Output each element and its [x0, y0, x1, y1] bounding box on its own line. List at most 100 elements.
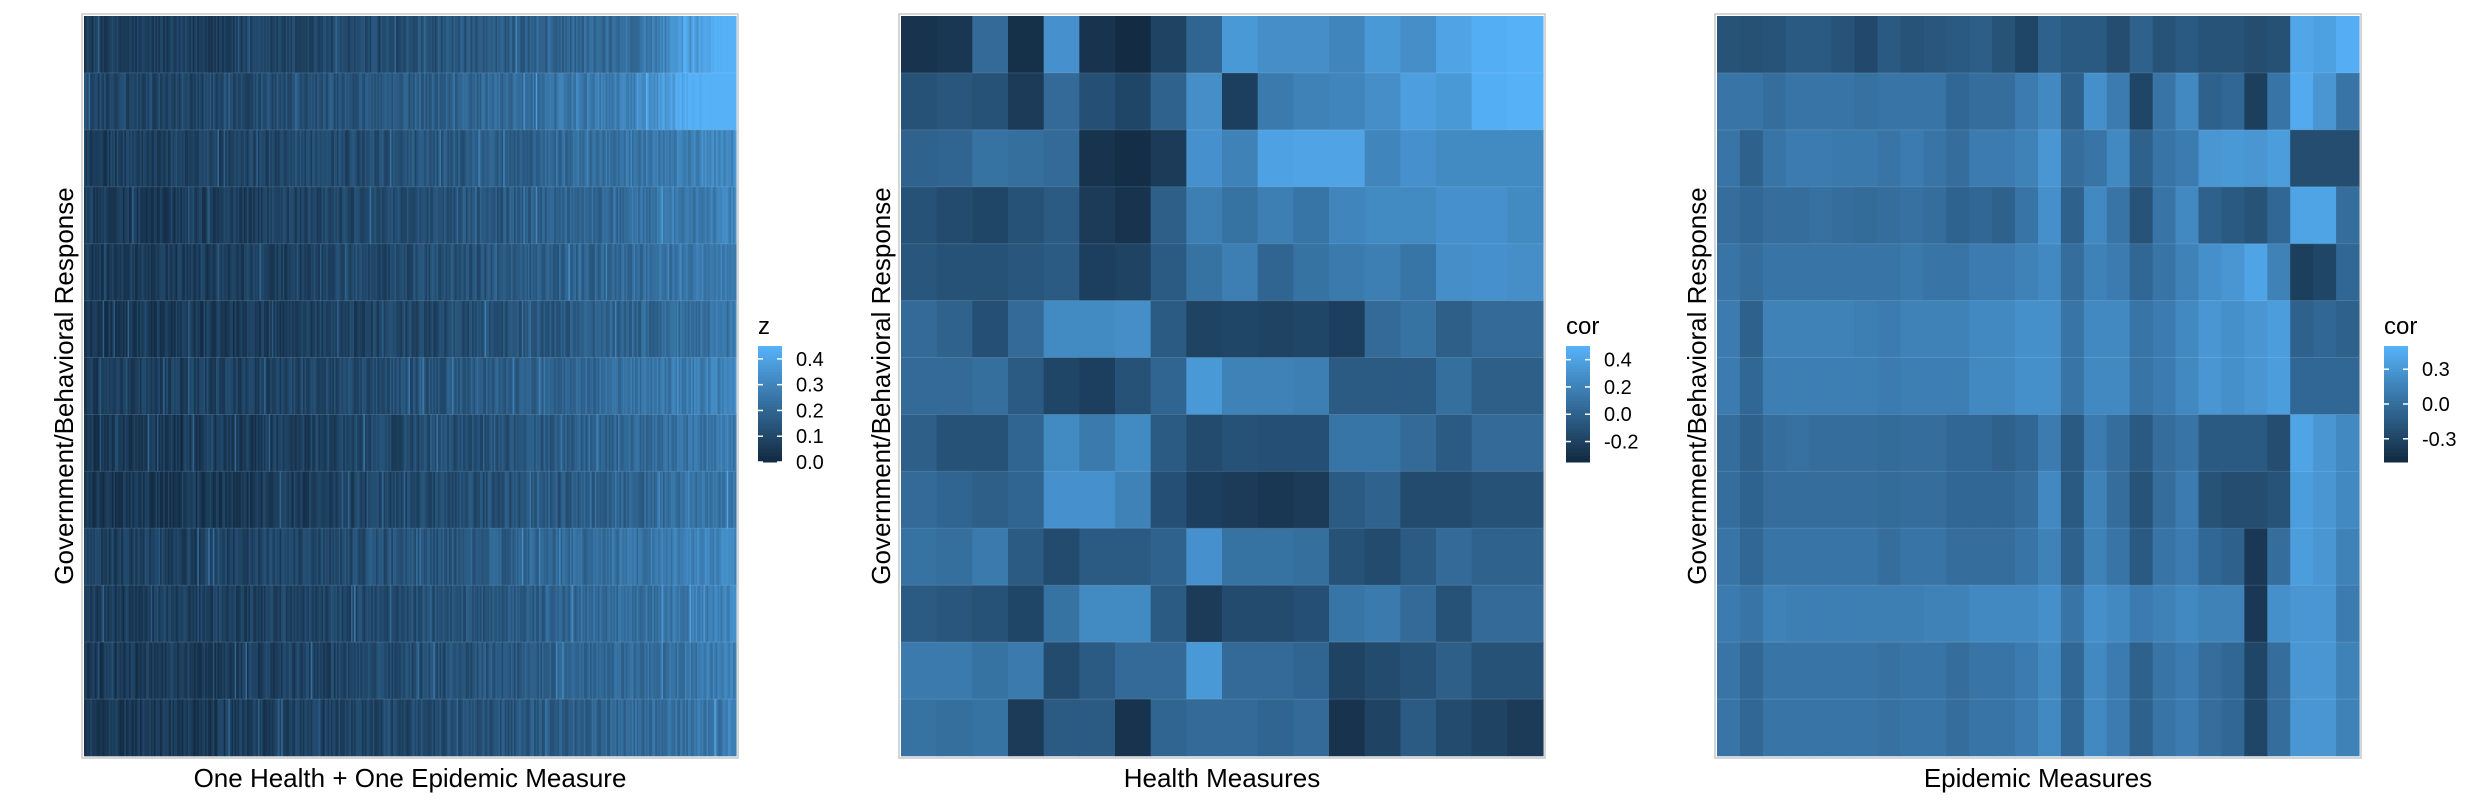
heatmap-cell	[93, 414, 96, 472]
heatmap-cell	[161, 414, 164, 472]
heatmap-cell	[582, 300, 585, 358]
heatmap-cell	[641, 528, 644, 586]
heatmap-cell	[478, 129, 481, 188]
heatmap-cell	[352, 72, 355, 131]
heatmap-cell	[205, 129, 208, 188]
heatmap-cell	[698, 585, 701, 643]
heatmap-cell	[189, 186, 192, 244]
heatmap-cell	[312, 129, 315, 188]
heatmap-cell	[402, 414, 405, 472]
heatmap-cell	[375, 72, 378, 131]
heatmap-cell	[192, 300, 195, 358]
heatmap-cell	[133, 357, 136, 415]
heatmap-cell	[99, 129, 102, 188]
heatmap-cell	[439, 16, 442, 74]
heatmap-cell	[229, 16, 233, 74]
heatmap-cell	[552, 357, 555, 415]
heatmap-cell	[520, 186, 523, 244]
heatmap-cell	[628, 16, 632, 74]
heatmap-cell	[248, 642, 251, 700]
heatmap-cell	[369, 16, 372, 74]
heatmap-cell	[580, 243, 583, 301]
heatmap-cell	[209, 357, 212, 415]
heatmap-cell	[526, 16, 529, 74]
heatmap-cell	[663, 186, 666, 244]
heatmap-cell	[701, 414, 704, 472]
heatmap-cell	[351, 72, 354, 131]
heatmap-cell	[555, 414, 559, 472]
heatmap-cell	[296, 129, 299, 188]
heatmap-cell	[690, 414, 694, 472]
heatmap-cell	[406, 585, 410, 643]
heatmap-cell	[414, 357, 417, 415]
heatmap-cell	[125, 186, 129, 244]
heatmap-cell	[563, 243, 566, 301]
heatmap-cell	[500, 642, 503, 700]
heatmap-cell	[397, 72, 400, 131]
heatmap-cell	[614, 72, 618, 131]
heatmap-cell	[341, 72, 344, 131]
heatmap-cell	[198, 186, 202, 244]
heatmap-cell	[293, 186, 296, 244]
heatmap-cell	[136, 129, 139, 188]
heatmap-cell	[147, 243, 150, 301]
heatmap-cell	[472, 528, 475, 586]
heatmap-cell	[288, 642, 292, 700]
heatmap-cell	[150, 642, 153, 700]
heatmap-cell	[335, 243, 338, 301]
heatmap-cell	[703, 300, 706, 358]
heatmap-cell	[164, 16, 167, 74]
heatmap-cell	[357, 129, 360, 188]
heatmap-cell	[496, 528, 500, 586]
heatmap-cell	[226, 72, 229, 131]
heatmap-cell	[399, 357, 402, 415]
heatmap-cell	[138, 243, 141, 301]
heatmap-cell	[267, 72, 270, 131]
heatmap-cell	[108, 357, 111, 415]
heatmap-cell	[464, 642, 467, 700]
heatmap-cell	[560, 16, 563, 74]
heatmap-cell	[695, 243, 698, 301]
heatmap-cell	[403, 471, 406, 529]
heatmap-cell	[206, 642, 209, 700]
heatmap-cell	[701, 72, 704, 131]
heatmap-cell	[392, 414, 396, 472]
heatmap-cell	[728, 243, 731, 301]
heatmap-cell	[517, 16, 520, 74]
heatmap-cell	[692, 414, 695, 472]
heatmap-cell	[538, 414, 541, 472]
heatmap-cell	[343, 528, 346, 586]
heatmap-cell	[323, 300, 326, 358]
heatmap-cell	[305, 300, 309, 358]
heatmap-cell	[673, 72, 677, 131]
heatmap-cell	[482, 129, 486, 188]
heatmap-cell	[526, 243, 529, 301]
heatmap-cell	[360, 357, 363, 415]
heatmap-cell	[321, 243, 324, 301]
heatmap-cell	[593, 16, 596, 74]
heatmap-cell	[344, 72, 347, 131]
heatmap-cell	[378, 129, 382, 188]
heatmap-cell	[174, 585, 177, 643]
heatmap-cell	[406, 357, 410, 415]
heatmap-cell	[354, 414, 357, 472]
heatmap-cell	[183, 186, 186, 244]
heatmap-cell	[701, 186, 704, 244]
heatmap-cell	[698, 16, 701, 74]
heatmap-cell	[554, 186, 557, 244]
heatmap-cell	[295, 642, 298, 700]
heatmap-cell	[287, 528, 290, 586]
heatmap-cell	[614, 585, 618, 643]
heatmap-cell	[340, 528, 343, 586]
heatmap-cell	[231, 585, 234, 643]
heatmap-cell	[456, 186, 459, 244]
heatmap-cell	[451, 471, 455, 529]
heatmap-cell	[500, 16, 503, 74]
heatmap-cell	[661, 129, 664, 188]
heatmap-cell	[369, 300, 372, 358]
heatmap-cell	[726, 186, 729, 244]
heatmap-cell	[385, 16, 388, 74]
heatmap-cell	[223, 186, 226, 244]
heatmap-cell	[664, 528, 667, 586]
heatmap-cell	[149, 471, 152, 529]
